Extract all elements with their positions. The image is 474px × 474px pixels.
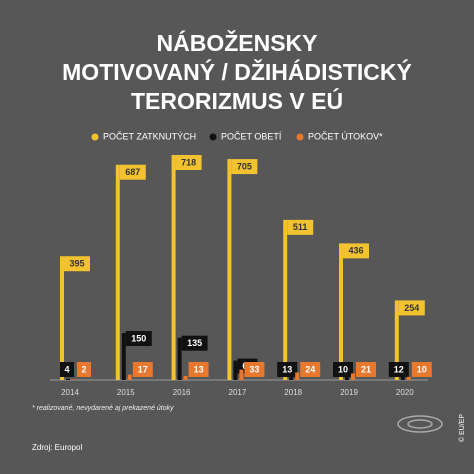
value-label-box	[64, 256, 90, 272]
bar	[289, 375, 294, 380]
value-label: 13	[282, 364, 292, 374]
bar	[406, 376, 411, 380]
value-label-box	[132, 362, 153, 377]
value-label: 21	[361, 364, 371, 374]
ep-logo	[397, 415, 443, 433]
value-label-box	[77, 362, 91, 377]
value-label-box	[175, 155, 202, 170]
value-label: 150	[131, 333, 146, 343]
legend-label: POČET OBETÍ	[221, 131, 282, 141]
value-label-box	[287, 219, 314, 235]
bar	[227, 159, 232, 380]
value-label-box	[333, 362, 353, 377]
bar	[177, 337, 182, 380]
value-label-box	[181, 335, 208, 351]
bar	[239, 369, 244, 380]
x-tick-label: 2016	[173, 388, 191, 397]
value-label-box	[398, 300, 425, 316]
value-label: 33	[249, 364, 259, 374]
x-tick-label: 2019	[340, 388, 358, 397]
value-label-box	[388, 362, 409, 377]
value-label: 17	[138, 364, 148, 374]
value-label: 12	[394, 364, 404, 374]
value-label: 718	[181, 157, 196, 167]
value-label-box	[119, 164, 146, 180]
bar	[351, 373, 355, 380]
x-tick-label: 2018	[284, 388, 302, 397]
bar	[183, 375, 188, 380]
source: Zdroj: Europol	[32, 443, 82, 452]
legend-label: POČET ZATKNUTÝCH	[103, 131, 196, 141]
bar	[127, 374, 132, 380]
x-tick-label: 2017	[229, 388, 247, 397]
legend-swatch	[209, 133, 217, 141]
value-label-box	[356, 362, 376, 377]
bar	[72, 379, 76, 380]
bar	[121, 332, 126, 380]
bar	[60, 256, 64, 380]
value-label-box	[244, 362, 265, 377]
x-tick-label: 2014	[61, 388, 79, 397]
legend-swatch	[91, 133, 99, 141]
bar	[400, 376, 405, 380]
copyright: © EU/EP	[458, 414, 466, 442]
value-label-box	[231, 159, 258, 175]
chart-title-line: MOTIVOVANÝ / DŽIHÁDISTICKÝ	[62, 58, 412, 85]
bar	[115, 164, 120, 380]
value-label: 395	[69, 259, 84, 269]
value-label-box	[277, 362, 298, 377]
value-label-box	[60, 362, 74, 377]
bar	[283, 219, 288, 380]
bar	[295, 372, 300, 380]
bar	[339, 243, 343, 380]
value-label: 13	[194, 364, 204, 374]
value-label: 511	[293, 222, 308, 232]
bar	[345, 376, 349, 380]
chart-title-line: TERORIZMUS V EÚ	[131, 87, 343, 114]
bar	[394, 300, 399, 380]
value-label: 10	[338, 364, 348, 374]
bar	[66, 378, 70, 380]
value-label-box	[343, 243, 369, 259]
value-label-box	[125, 330, 152, 346]
chart-title-line: NÁBOŽENSKY	[156, 29, 317, 56]
value-label-box	[188, 362, 209, 377]
value-label: 4	[64, 364, 69, 374]
value-label: 705	[237, 161, 252, 171]
x-tick-label: 2020	[396, 388, 414, 397]
value-label: 254	[404, 303, 419, 313]
legend-swatch	[296, 133, 304, 141]
value-label: 135	[187, 338, 202, 348]
value-label: 2	[81, 364, 86, 374]
value-label: 24	[305, 364, 315, 374]
value-label: 687	[125, 167, 140, 177]
x-tick-label: 2015	[117, 388, 135, 397]
bar	[233, 360, 238, 380]
value-label-box	[411, 362, 432, 377]
legend-label: POČET ÚTOKOV*	[308, 131, 383, 141]
value-label-box	[300, 362, 321, 377]
value-label: 10	[417, 364, 427, 374]
bar	[171, 155, 176, 380]
footnote: * realizované, nevydarené aj prekazené ú…	[32, 405, 174, 412]
value-label: 436	[348, 246, 363, 256]
ep-logo	[407, 419, 433, 429]
